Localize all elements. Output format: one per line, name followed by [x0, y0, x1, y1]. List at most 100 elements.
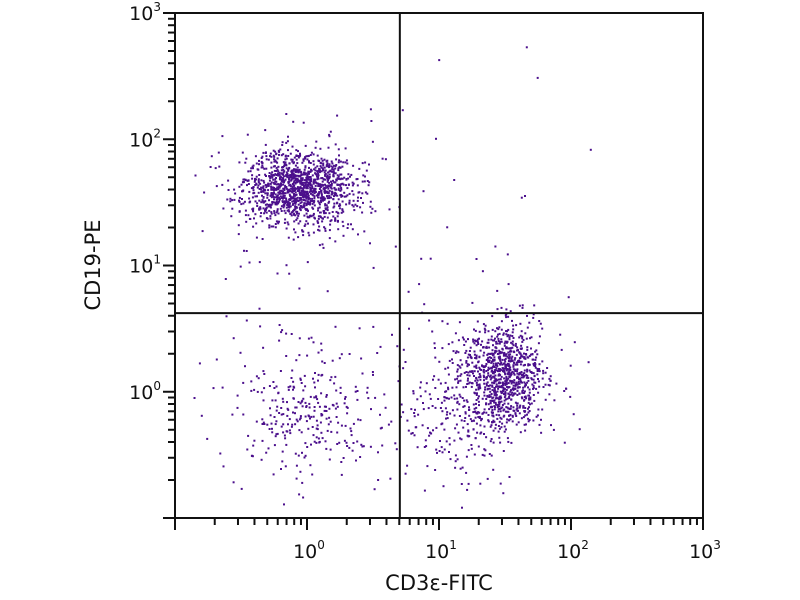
event-dot [473, 353, 476, 356]
event-dot [504, 373, 507, 376]
event-dot [301, 177, 304, 180]
event-dot [413, 415, 416, 418]
event-dot [463, 399, 466, 402]
event-dot [308, 234, 311, 237]
event-dot [505, 381, 508, 384]
event-dot [252, 167, 254, 170]
event-dot [305, 179, 308, 182]
event-dot [498, 405, 501, 408]
x-tick-label: 101 [425, 538, 457, 563]
event-dot [541, 327, 544, 330]
event-dot [300, 187, 303, 190]
event-dot [286, 176, 289, 179]
event-dot [521, 306, 524, 309]
event-dot [276, 186, 279, 189]
event-dot [434, 406, 437, 409]
event-dot [264, 184, 267, 186]
event-dot [447, 343, 450, 346]
event-dot [396, 345, 399, 348]
event-dot [500, 328, 503, 331]
event-dot [232, 337, 235, 340]
event-dot [264, 143, 267, 146]
event-dot [501, 363, 504, 366]
event-dot [274, 214, 277, 217]
event-dot [461, 466, 464, 469]
event-dot [507, 392, 510, 395]
event-dot [323, 158, 326, 161]
event-dot [257, 179, 260, 182]
event-dot [357, 418, 360, 421]
event-dot [492, 375, 495, 378]
event-dot [285, 206, 288, 209]
event-dot [276, 161, 279, 164]
event-dot [339, 189, 342, 192]
event-dot [272, 193, 274, 196]
event-dot [523, 381, 526, 384]
event-dot [266, 194, 269, 197]
event-dot [482, 368, 485, 371]
event-dot [294, 169, 297, 172]
event-dot [509, 408, 511, 410]
event-dot [507, 440, 510, 443]
event-dot [498, 408, 501, 411]
event-dot [275, 409, 278, 412]
event-dot [522, 364, 525, 367]
event-dot [240, 203, 243, 206]
event-dot [483, 366, 486, 368]
event-dot [500, 384, 503, 387]
event-dot [490, 376, 493, 379]
event-dot [315, 173, 318, 176]
event-dot [446, 417, 449, 420]
event-dot [332, 175, 335, 178]
event-dot [429, 397, 432, 400]
event-dot [483, 382, 486, 385]
event-dot [483, 425, 486, 428]
event-dot [524, 407, 527, 409]
event-dot [537, 342, 540, 345]
event-dot [272, 149, 275, 152]
event-dot [474, 357, 477, 359]
event-dot [262, 185, 265, 188]
event-dot [464, 352, 467, 354]
event-dot [332, 206, 335, 209]
event-dot [487, 341, 490, 344]
event-dot [519, 377, 522, 380]
event-dot [275, 152, 278, 155]
event-dot [527, 407, 529, 410]
event-dot [487, 356, 490, 359]
event-dot [272, 381, 275, 383]
event-dot [313, 192, 316, 195]
event-dot [261, 186, 264, 189]
event-dot [466, 363, 469, 366]
event-dot [293, 228, 295, 231]
event-dot [316, 154, 319, 157]
event-dot [280, 210, 283, 212]
event-dot [532, 313, 535, 316]
event-dot [478, 366, 481, 369]
event-dot [510, 373, 513, 376]
event-dot [330, 160, 333, 163]
event-dot [283, 170, 286, 173]
event-dot [486, 395, 489, 398]
event-dot [468, 381, 471, 384]
event-dot [316, 220, 319, 223]
event-dot [495, 385, 497, 388]
event-dot [304, 166, 307, 169]
event-dot [323, 191, 326, 194]
event-dot [312, 212, 315, 215]
event-dot [314, 169, 317, 172]
event-dot [472, 338, 475, 341]
event-dot [260, 212, 263, 214]
event-dot [518, 378, 520, 381]
event-dot [280, 176, 283, 179]
event-dot [484, 449, 487, 452]
event-dot [541, 377, 544, 380]
event-dot [301, 161, 304, 164]
event-dot [505, 375, 508, 378]
event-dot [295, 477, 298, 480]
event-dot [493, 387, 496, 389]
event-dot [542, 369, 545, 372]
event-dot [500, 400, 503, 403]
event-dot [320, 162, 323, 165]
event-dot [324, 178, 327, 181]
